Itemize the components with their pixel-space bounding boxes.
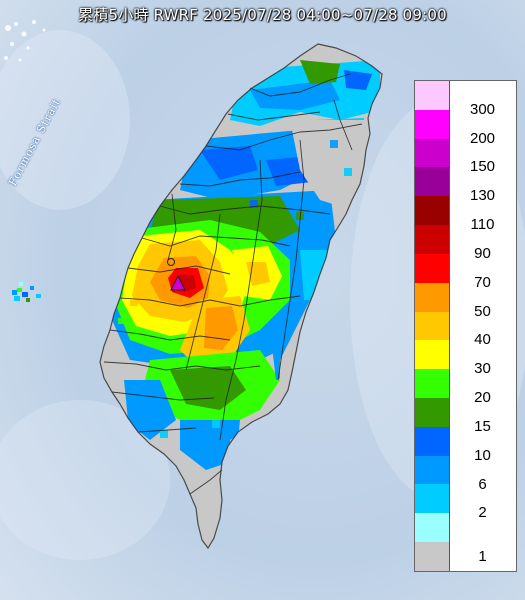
legend-label: 70 bbox=[474, 273, 491, 291]
legend-swatch bbox=[415, 311, 449, 341]
legend-swatch bbox=[415, 196, 449, 226]
legend-label: 10 bbox=[474, 446, 491, 464]
legend-swatch bbox=[415, 455, 449, 485]
legend-swatch bbox=[415, 109, 449, 139]
legend-label: 130 bbox=[469, 187, 496, 205]
legend-swatch bbox=[415, 81, 449, 110]
station-marker bbox=[167, 258, 186, 291]
legend-label: 110 bbox=[470, 216, 495, 234]
legend-label: 1 bbox=[478, 547, 487, 565]
legend-swatch bbox=[415, 225, 449, 254]
legend-swatch bbox=[415, 397, 449, 427]
legend-swatch bbox=[415, 542, 449, 571]
legend-swatch bbox=[415, 253, 449, 283]
cloud-speckles bbox=[4, 20, 46, 62]
legend-label: 150 bbox=[469, 158, 496, 176]
legend-swatch bbox=[415, 138, 449, 168]
legend-label: 90 bbox=[474, 244, 491, 262]
legend-label: 50 bbox=[474, 302, 491, 320]
legend-label: 40 bbox=[474, 331, 491, 349]
legend-label: 6 bbox=[478, 475, 487, 493]
legend-labels: 300 200 150 130 110 90 70 50 40 30 20 15 10 6 2 1 bbox=[449, 81, 516, 571]
legend-label: 15 bbox=[474, 417, 491, 435]
legend-swatch bbox=[415, 167, 449, 197]
legend-swatches bbox=[415, 81, 450, 571]
legend-label: 30 bbox=[474, 360, 491, 378]
legend-swatch bbox=[415, 426, 449, 456]
legend-swatch bbox=[415, 369, 449, 398]
legend-swatch bbox=[415, 340, 449, 370]
legend-label: 300 bbox=[469, 100, 496, 118]
penghu-islands bbox=[12, 282, 41, 302]
color-legend: 300 200 150 130 110 90 70 50 40 30 20 15 10 6 2 1 bbox=[414, 80, 517, 572]
legend-swatch bbox=[415, 282, 449, 312]
legend-label: 2 bbox=[478, 504, 487, 522]
county-boundaries bbox=[99, 43, 383, 549]
legend-label: 20 bbox=[474, 389, 491, 407]
legend-label: 200 bbox=[469, 129, 496, 147]
legend-swatch bbox=[415, 513, 449, 542]
map-title: 累積5小時 RWRF 2025/07/28 04:00~07/28 09:00 bbox=[78, 6, 447, 24]
legend-swatch bbox=[415, 484, 449, 514]
